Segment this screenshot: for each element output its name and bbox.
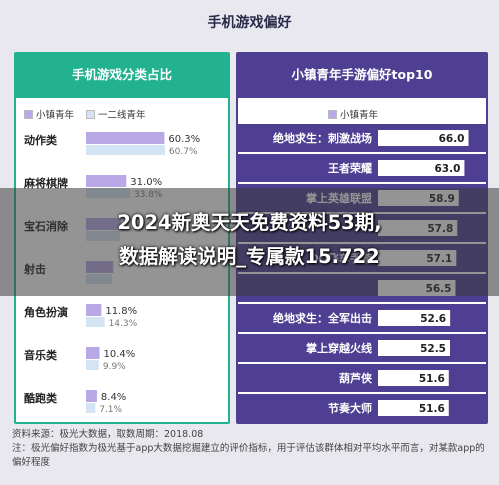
legend-swatch-top10 xyxy=(328,109,337,119)
top10-label-1: 王者荣耀 xyxy=(328,161,372,175)
source-text: 资料来源：极光大数据，取数周期：2018.08 xyxy=(12,429,204,440)
legend-label-top10: 小镇青年 xyxy=(340,110,379,121)
category-label-0: 动作类 xyxy=(24,133,58,147)
top10-label-6: 绝地求生：全军出击 xyxy=(273,311,372,325)
category-legend: 小镇青年 一二线青年 xyxy=(24,106,158,122)
value-label-small-town-4: 11.8% xyxy=(105,306,137,317)
top10-value-6: 52.6 xyxy=(420,313,446,325)
value-label-tier1-4: 14.3% xyxy=(109,319,138,329)
top10-bar-1 xyxy=(378,160,465,176)
top10-title: 小镇青年手游偏好top10 xyxy=(291,67,433,82)
page-title: 手机游戏偏好 xyxy=(207,15,292,31)
top10-label-7: 掌上穿越火线 xyxy=(306,341,372,355)
banner-line-2: 数据解读说明_专属款15.722 xyxy=(119,245,380,268)
legend-label-tier1: 一二线青年 xyxy=(98,110,146,121)
bar-small-town-5 xyxy=(86,347,100,359)
legend-tier1: 一二线青年 xyxy=(86,107,146,121)
bar-tier1-0 xyxy=(86,145,165,155)
value-label-tier1-6: 7.1% xyxy=(99,405,122,415)
top10-label-9: 节奏大师 xyxy=(328,401,372,415)
bar-small-town-1 xyxy=(86,175,127,187)
value-label-small-town-5: 10.4% xyxy=(104,349,136,360)
legend-small-town: 小镇青年 xyxy=(24,107,74,121)
notes-text: 注：极光偏好指数为极光基于app大数据挖掘建立的评价指标，用于评估该群体相对平均… xyxy=(12,443,485,468)
bar-small-town-0 xyxy=(86,132,165,144)
bar-small-town-4 xyxy=(86,304,102,316)
top10-bar-8 xyxy=(378,370,449,386)
top10-value-0: 66.0 xyxy=(439,133,465,145)
banner-line-1: 2024新奥天天免费资料53期, xyxy=(117,211,382,234)
overlay-banner xyxy=(0,188,499,296)
bar-tier1-6 xyxy=(86,403,96,413)
value-label-small-town-1: 31.0% xyxy=(130,177,162,188)
value-label-small-town-0: 60.3% xyxy=(168,134,200,145)
category-label-5: 音乐类 xyxy=(24,348,58,362)
legend-top10-small-town: 小镇青年 xyxy=(328,107,378,121)
top10-bar-0 xyxy=(378,130,469,146)
overlay-banner-text: 2024新奥天天免费资料53期, 数据解读说明_专属款15.722 xyxy=(0,206,499,274)
top10-label-8: 葫芦侠 xyxy=(339,371,373,385)
legend-label-small-town: 小镇青年 xyxy=(36,110,75,121)
value-label-tier1-0: 60.7% xyxy=(169,147,198,157)
bar-small-town-6 xyxy=(86,390,97,402)
bar-tier1-4 xyxy=(86,317,105,327)
top10-bar-7 xyxy=(378,340,450,356)
category-label-6: 酷跑类 xyxy=(24,391,58,405)
top10-bar-6 xyxy=(378,310,451,326)
value-label-small-town-6: 8.4% xyxy=(101,392,126,403)
category-share-title: 手机游戏分类占比 xyxy=(71,67,172,82)
footer-notes: 资料来源：极光大数据，取数周期：2018.08 注：极光偏好指数为极光基于app… xyxy=(12,428,488,470)
top10-label-0: 绝地求生：刺激战场 xyxy=(273,131,372,145)
value-label-tier1-5: 9.9% xyxy=(103,362,126,372)
top10-bar-9 xyxy=(378,400,449,416)
bar-tier1-5 xyxy=(86,360,99,370)
category-label-4: 角色扮演 xyxy=(24,305,68,319)
top10-legend: 小镇青年 xyxy=(328,106,390,122)
top10-value-7: 52.5 xyxy=(420,343,446,355)
category-label-1: 麻将棋牌 xyxy=(23,176,68,190)
legend-swatch-small-town xyxy=(24,109,33,119)
top10-value-1: 63.0 xyxy=(434,163,460,175)
legend-swatch-tier1 xyxy=(86,109,96,119)
top10-value-9: 51.6 xyxy=(419,403,445,415)
top10-value-8: 51.6 xyxy=(419,373,445,385)
